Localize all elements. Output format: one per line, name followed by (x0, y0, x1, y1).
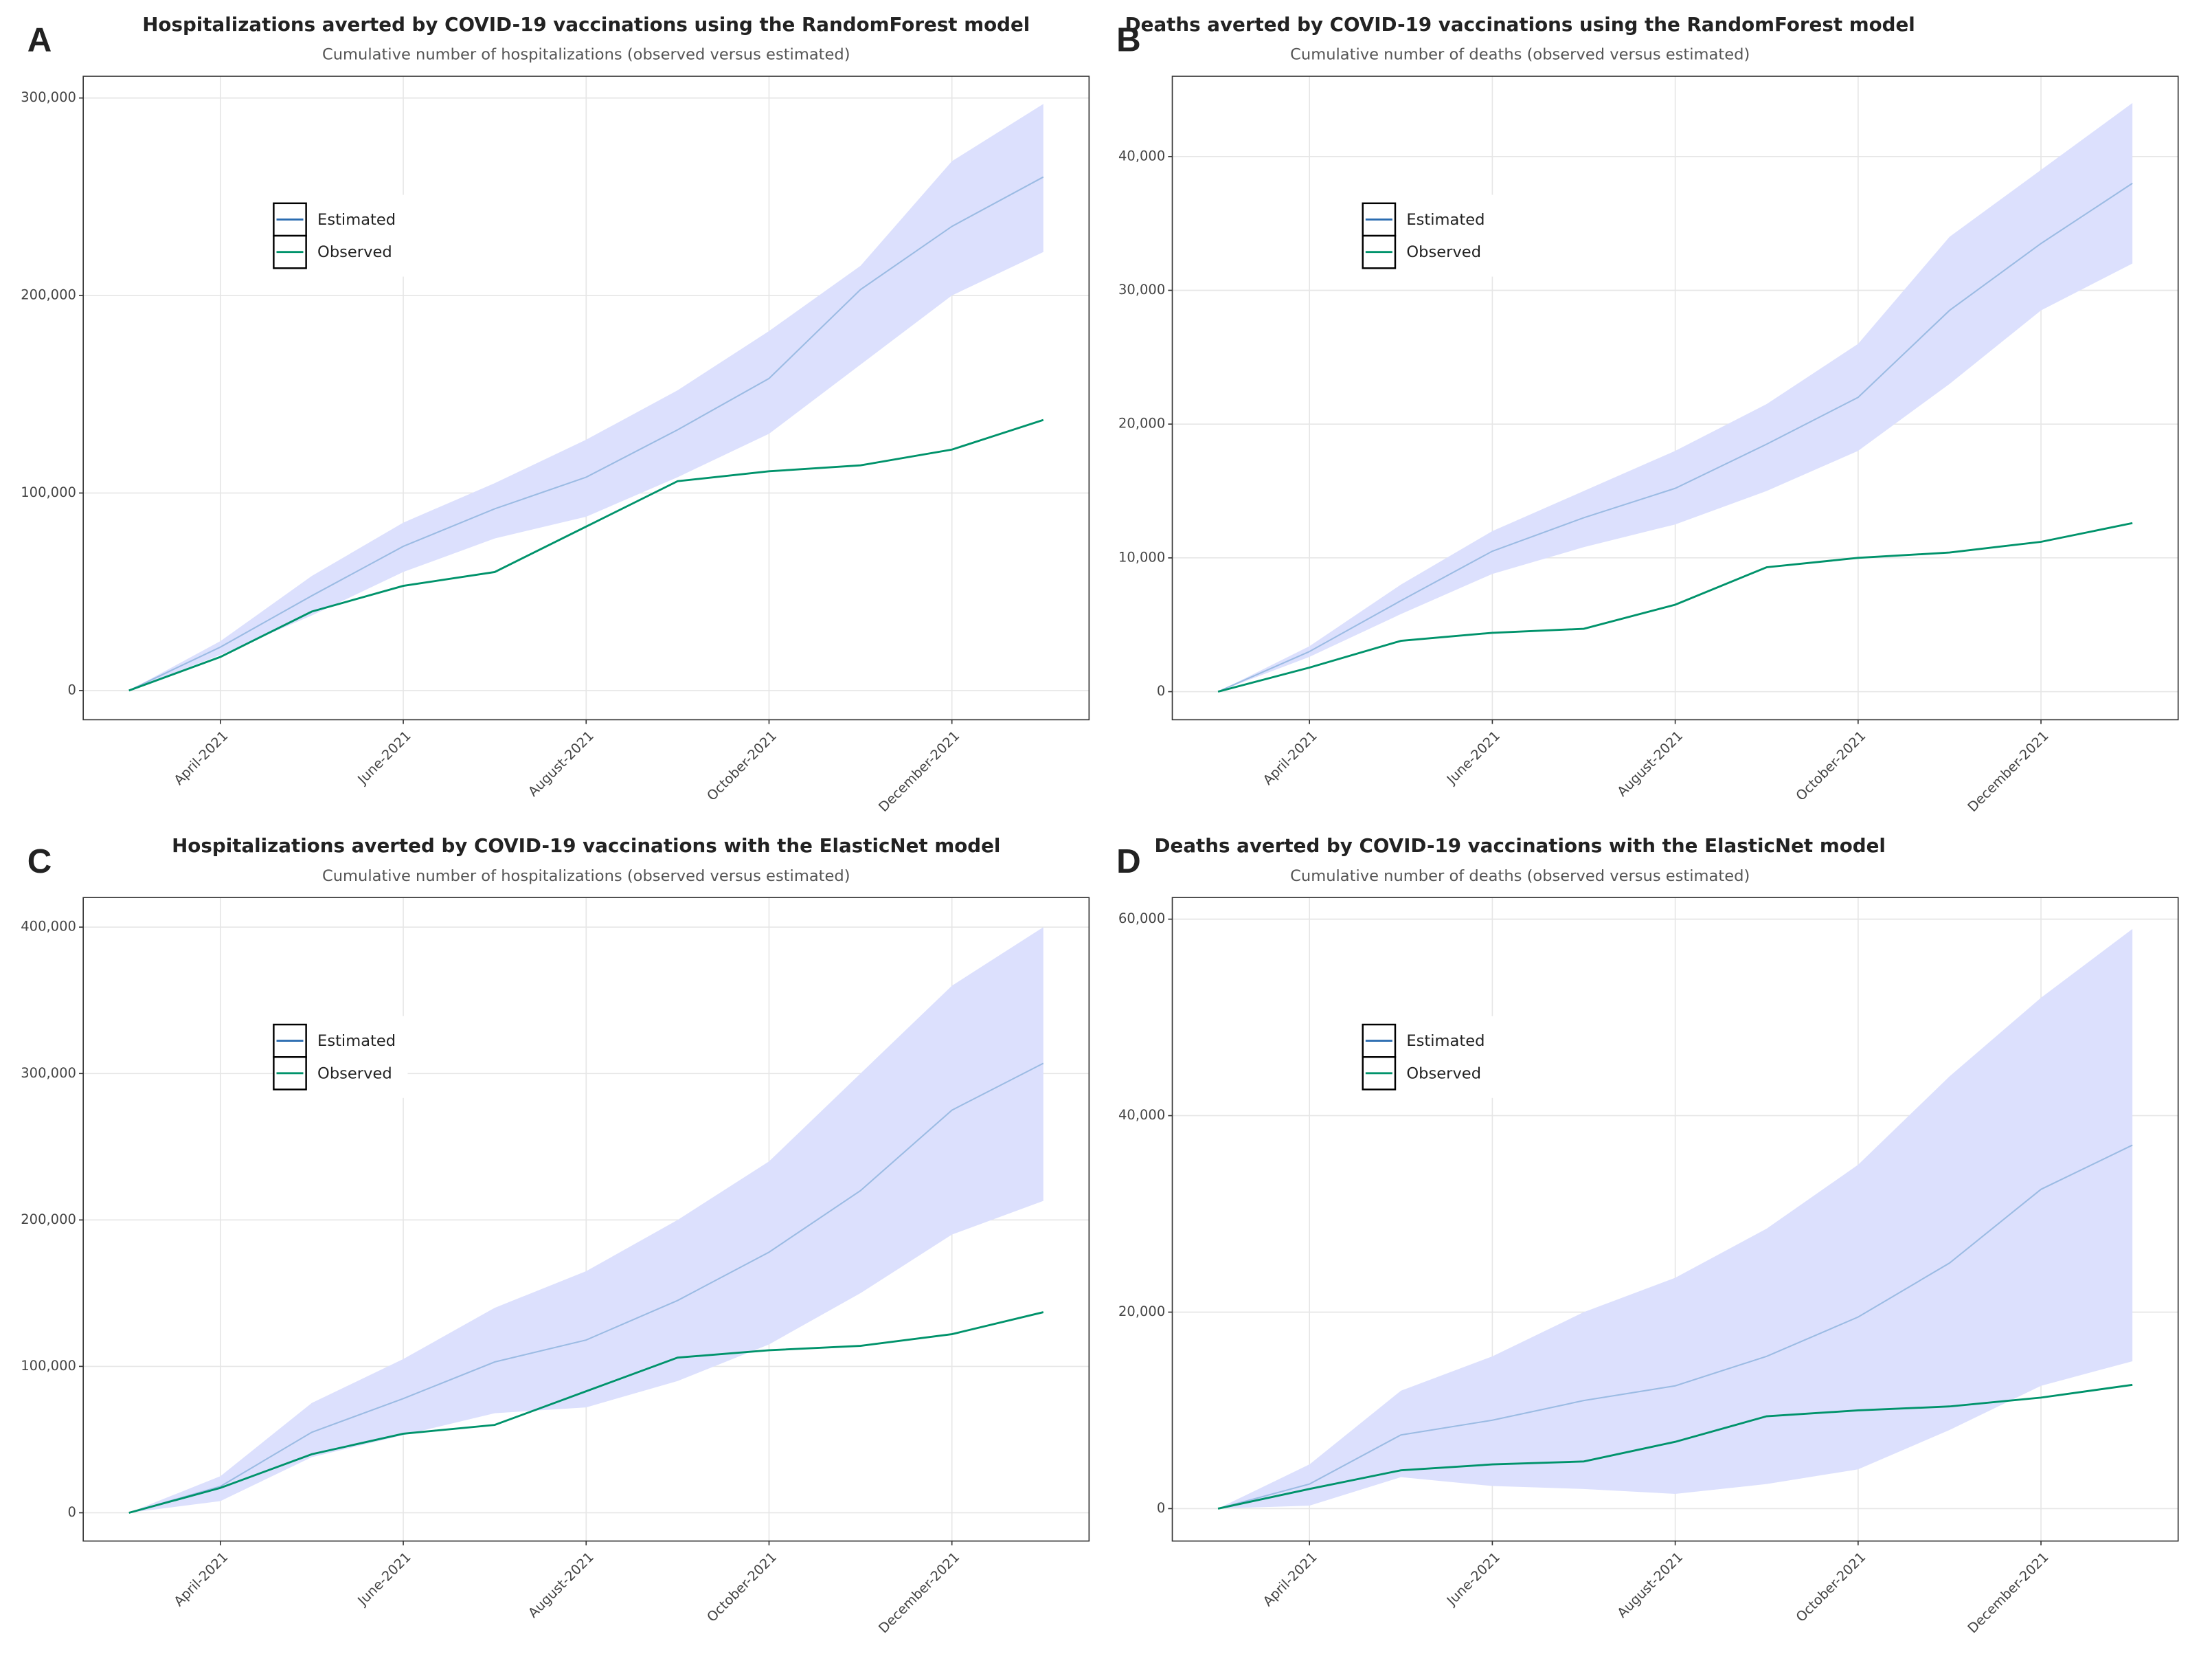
legend-label: Estimated (317, 1032, 396, 1050)
y-tick-label: 200,000 (21, 1211, 76, 1227)
y-tick-label: 0 (1157, 683, 1165, 699)
x-tick-label: April-2021 (1260, 728, 1320, 788)
panel-label: B (1116, 21, 1141, 59)
y-tick-label: 20,000 (1118, 416, 1165, 432)
series-line (1217, 182, 2133, 693)
y-tick-label: 300,000 (21, 1065, 76, 1081)
x-tick-label: June-2021 (1443, 728, 1503, 788)
series-line (128, 176, 1044, 691)
confidence-band (128, 104, 1043, 691)
series-line (1217, 522, 2133, 693)
x-tick-label: October-2021 (703, 728, 780, 804)
x-tick-label: October-2021 (703, 1549, 780, 1625)
x-tick-label: June-2021 (1443, 1549, 1503, 1609)
legend-label: Estimated (317, 211, 396, 229)
series-line (128, 1311, 1044, 1514)
y-tick-label: 0 (67, 1504, 76, 1520)
panel: D Deaths averted by COVID-19 vaccinations… (1116, 834, 2179, 1636)
panel-label: D (1116, 842, 1141, 880)
y-tick-label: 20,000 (1118, 1304, 1165, 1319)
panel: A Hospitalizations averted by COVID-19 va… (21, 13, 1090, 815)
panel-label: A (27, 21, 52, 59)
x-tick-label: December-2021 (875, 1549, 962, 1636)
x-tick-label: December-2021 (875, 728, 962, 815)
y-tick-label: 0 (1157, 1500, 1165, 1516)
series-line (128, 418, 1044, 692)
chart-subtitle: Cumulative number of hospitalizations (o… (322, 46, 850, 64)
confidence-band (128, 927, 1043, 1513)
chart-title: Deaths averted by COVID-19 vaccinations … (1125, 13, 1915, 36)
x-tick-label: April-2021 (1260, 1549, 1320, 1609)
legend-label: Observed (1406, 243, 1481, 261)
legend-label: Estimated (1406, 1032, 1485, 1050)
series-line (1217, 1144, 2133, 1510)
panel: C Hospitalizations averted by COVID-19 va… (21, 834, 1090, 1636)
x-tick-label: April-2021 (171, 728, 232, 788)
y-tick-label: 40,000 (1118, 148, 1165, 164)
y-tick-label: 10,000 (1118, 549, 1165, 565)
y-tick-label: 40,000 (1118, 1107, 1165, 1123)
legend-label: Estimated (1406, 211, 1485, 229)
series-line (1217, 1383, 2133, 1510)
legend-label: Observed (317, 1064, 392, 1082)
x-tick-label: October-2021 (1793, 728, 1869, 804)
legend-label: Observed (1406, 1064, 1481, 1082)
y-tick-label: 100,000 (21, 484, 76, 500)
chart-title: Hospitalizations averted by COVID-19 vac… (172, 834, 1000, 857)
y-tick-label: 300,000 (21, 89, 76, 105)
confidence-band (1218, 928, 2133, 1509)
x-tick-label: June-2021 (354, 1549, 414, 1609)
panel-label: C (27, 842, 52, 880)
x-tick-label: August-2021 (525, 728, 597, 800)
y-tick-label: 100,000 (21, 1358, 76, 1374)
chart-subtitle: Cumulative number of hospitalizations (o… (322, 867, 850, 885)
x-tick-label: April-2021 (171, 1549, 232, 1609)
x-tick-label: August-2021 (1614, 1549, 1686, 1621)
series-line (128, 1062, 1044, 1514)
legend-label: Observed (317, 243, 392, 261)
x-tick-label: June-2021 (354, 728, 414, 788)
y-tick-label: 60,000 (1118, 910, 1165, 926)
x-tick-label: December-2021 (1965, 728, 2052, 815)
x-tick-label: August-2021 (1614, 728, 1686, 800)
chart-title: Deaths averted by COVID-19 vaccinations … (1155, 834, 1886, 857)
chart-title: Hospitalizations averted by COVID-19 vac… (142, 13, 1030, 36)
chart-subtitle: Cumulative number of deaths (observed ve… (1290, 46, 1750, 64)
x-tick-label: August-2021 (525, 1549, 597, 1621)
y-tick-label: 0 (67, 682, 76, 697)
chart-subtitle: Cumulative number of deaths (observed ve… (1290, 867, 1750, 885)
x-tick-label: December-2021 (1965, 1549, 2052, 1636)
y-tick-label: 200,000 (21, 287, 76, 303)
x-tick-label: October-2021 (1793, 1549, 1869, 1625)
y-tick-label: 30,000 (1118, 282, 1165, 298)
y-tick-label: 400,000 (21, 919, 76, 935)
